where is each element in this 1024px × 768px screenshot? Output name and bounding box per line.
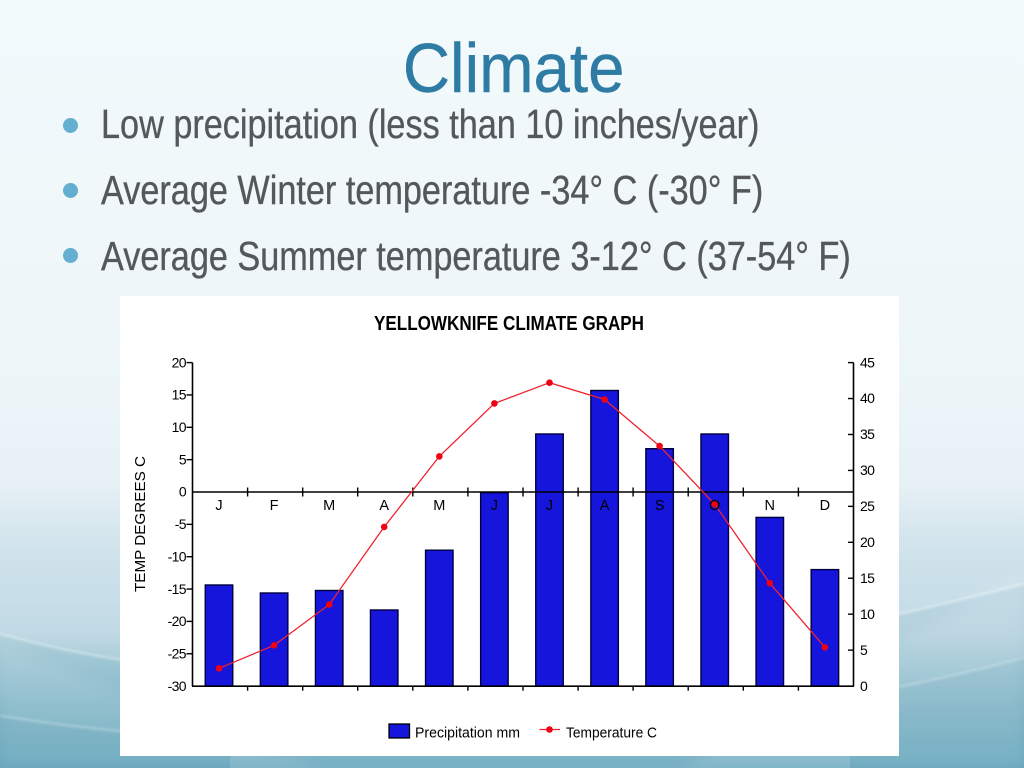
svg-text:F: F [270, 498, 279, 514]
svg-text:-10: -10 [168, 548, 187, 564]
svg-text:25: 25 [860, 498, 875, 514]
svg-text:20: 20 [172, 354, 187, 370]
svg-text:0: 0 [179, 484, 187, 500]
svg-text:M: M [323, 498, 335, 514]
svg-text:-30: -30 [168, 678, 187, 694]
svg-text:10: 10 [172, 419, 187, 435]
svg-text:M: M [433, 498, 445, 514]
svg-text:-15: -15 [168, 581, 187, 597]
svg-text:TEMP DEGREES C: TEMP DEGREES C [132, 456, 149, 592]
svg-text:A: A [600, 498, 610, 514]
svg-text:Precipitation mm: Precipitation mm [415, 725, 520, 742]
svg-text:40: 40 [860, 390, 875, 406]
svg-text:5: 5 [860, 642, 868, 658]
svg-text:0: 0 [860, 678, 868, 694]
svg-text:Temperature C: Temperature C [566, 725, 657, 742]
svg-text:-25: -25 [168, 645, 187, 661]
svg-text:30: 30 [860, 462, 875, 478]
svg-text:J: J [215, 498, 222, 514]
svg-text:D: D [820, 498, 830, 514]
svg-text:O: O [709, 498, 720, 514]
svg-text:-20: -20 [168, 613, 187, 629]
svg-text:J: J [546, 498, 553, 514]
svg-text:S: S [655, 498, 665, 514]
svg-text:45: 45 [860, 354, 875, 370]
svg-text:20: 20 [860, 534, 875, 550]
svg-text:N: N [765, 498, 775, 514]
svg-text:10: 10 [860, 606, 875, 622]
svg-text:-5: -5 [175, 516, 187, 532]
svg-text:35: 35 [860, 426, 875, 442]
svg-text:15: 15 [860, 570, 875, 586]
svg-text:YELLOWKNIFE CLIMATE GRAPH: YELLOWKNIFE CLIMATE GRAPH [374, 313, 644, 335]
svg-text:J: J [491, 498, 498, 514]
svg-text:15: 15 [172, 387, 187, 403]
svg-text:A: A [379, 498, 389, 514]
svg-text:5: 5 [179, 451, 187, 467]
